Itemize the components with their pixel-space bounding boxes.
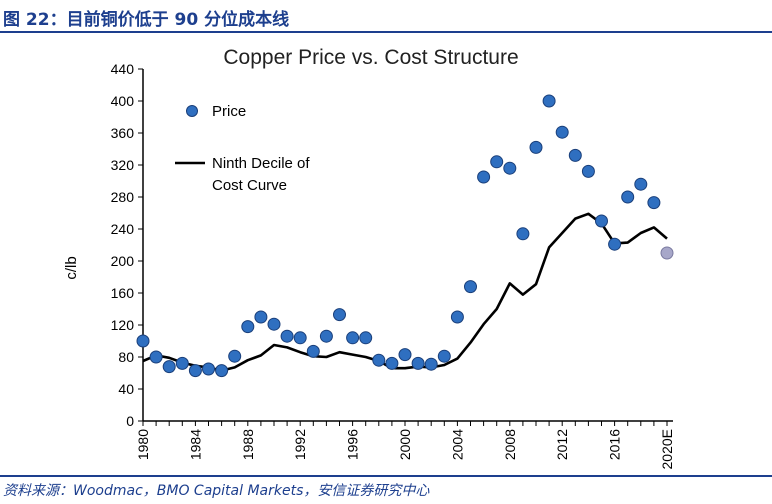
y-axis-ticks: 0 40 80 120 160 200 240 280 320 360 400 440 — [111, 61, 143, 429]
price-point — [228, 349, 242, 363]
price-point — [595, 214, 608, 228]
y-tick-label: 280 — [111, 189, 135, 205]
x-tick-label: 2012 — [554, 429, 570, 460]
price-point — [529, 140, 543, 154]
price-point — [280, 329, 294, 343]
y-tick-label: 120 — [111, 317, 135, 333]
y-tick-label: 40 — [118, 381, 134, 397]
price-point — [490, 155, 504, 169]
legend-price-marker — [186, 105, 198, 117]
price-point — [621, 190, 635, 204]
legend-line-label-2: Cost Curve — [212, 177, 287, 194]
source-note: 资料来源：Woodmac，BMO Capital Markets，安信证券研究中… — [3, 483, 430, 499]
price-point — [608, 237, 622, 251]
price-point — [162, 360, 176, 374]
price-point — [568, 148, 582, 162]
price-point — [293, 331, 307, 345]
footer-divider — [0, 475, 772, 477]
y-tick-label: 0 — [126, 413, 134, 429]
legend-line-label-1: Ninth Decile of — [212, 155, 310, 172]
x-tick-label: 2000 — [397, 429, 413, 460]
price-point — [477, 170, 491, 184]
price-point — [634, 177, 648, 191]
price-point — [581, 164, 595, 178]
x-tick-label: 1984 — [187, 429, 203, 460]
price-point — [555, 125, 569, 139]
x-tick-label: 2020E — [659, 429, 675, 469]
price-point — [346, 331, 360, 345]
y-tick-label: 80 — [118, 349, 134, 365]
price-point — [516, 227, 530, 241]
price-point — [359, 331, 373, 345]
y-tick-label: 440 — [111, 61, 135, 77]
price-point — [398, 348, 412, 362]
chart-title: Copper Price vs. Cost Structure — [223, 46, 518, 69]
price-point — [319, 329, 333, 343]
price-point — [215, 364, 229, 378]
price-markers — [136, 94, 674, 378]
price-point — [254, 310, 268, 324]
x-tick-label: 1988 — [240, 429, 256, 460]
price-point — [372, 353, 386, 367]
header-divider — [0, 31, 772, 33]
y-tick-label: 200 — [111, 253, 135, 269]
legend-price-label: Price — [212, 103, 246, 120]
price-point — [503, 161, 517, 175]
price-point — [136, 334, 150, 348]
legend: Price Ninth Decile of Cost Curve — [175, 103, 310, 194]
price-point — [149, 350, 163, 364]
price-estimate-point — [660, 246, 674, 260]
price-point — [542, 94, 556, 108]
copper-price-chart: Copper Price vs. Cost Structure c/lb 0 40… — [63, 46, 675, 469]
price-point — [464, 280, 477, 294]
price-point — [333, 308, 346, 322]
price-point — [188, 364, 202, 378]
price-point — [385, 356, 399, 370]
price-point — [202, 362, 215, 376]
x-tick-label: 1980 — [135, 429, 151, 460]
x-tick-label: 1996 — [345, 429, 361, 460]
cost-curve-line — [142, 212, 668, 372]
x-tick-label: 2004 — [449, 429, 465, 460]
price-point — [437, 349, 451, 363]
figure-title: 图 22：目前铜价低于 90 分位成本线 — [3, 10, 290, 30]
y-tick-label: 320 — [111, 157, 135, 173]
x-axis-ticks: 1980 1984 1988 1992 1996 2000 2004 2008 2012 2016… — [135, 421, 675, 469]
price-point — [411, 356, 425, 370]
y-axis-label: c/lb — [63, 256, 80, 279]
y-tick-label: 360 — [111, 125, 135, 141]
price-point — [241, 320, 255, 334]
figure-header: 图 22：目前铜价低于 90 分位成本线 — [0, 0, 772, 34]
price-point — [267, 317, 281, 331]
price-point — [175, 356, 189, 370]
price-point — [424, 357, 438, 371]
y-tick-label: 400 — [111, 93, 135, 109]
price-point — [450, 310, 464, 324]
x-tick-label: 2016 — [607, 429, 623, 460]
y-tick-label: 240 — [111, 221, 135, 237]
price-point — [647, 196, 661, 210]
price-point — [306, 344, 320, 358]
y-tick-label: 160 — [111, 285, 135, 301]
x-tick-label: 2008 — [502, 429, 518, 460]
x-tick-label: 1992 — [292, 429, 308, 460]
